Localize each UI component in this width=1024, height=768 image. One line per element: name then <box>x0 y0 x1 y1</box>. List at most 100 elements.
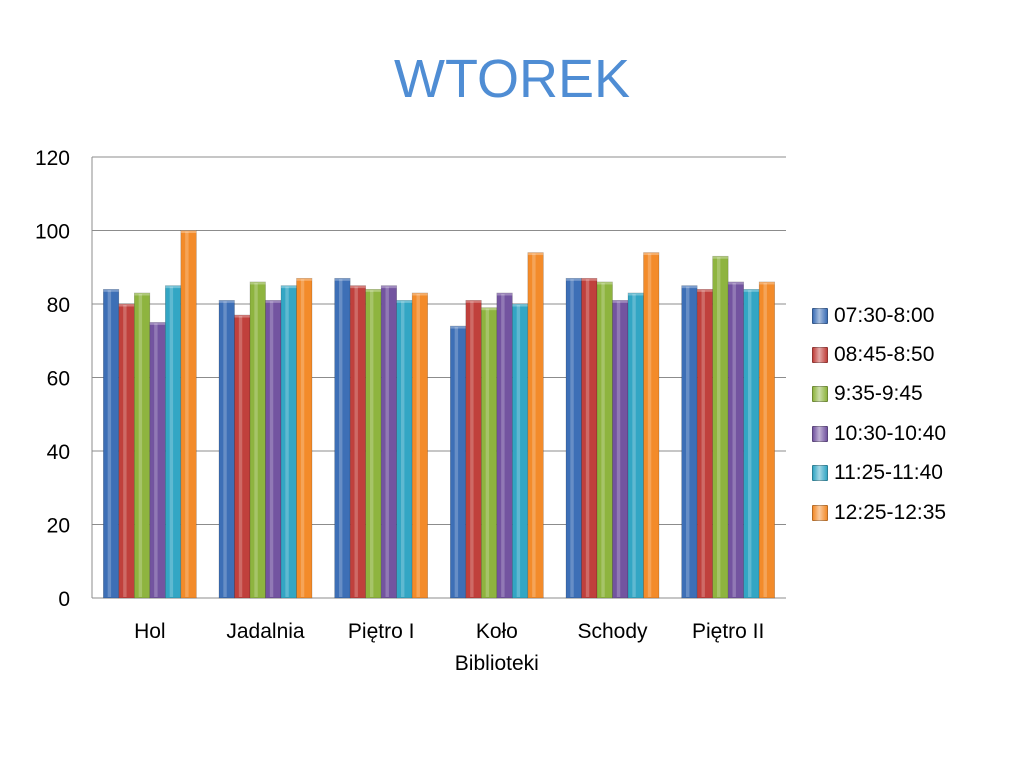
bar-highlight <box>254 282 258 597</box>
bar-cap <box>180 230 197 233</box>
bar <box>712 255 729 599</box>
legend-swatch <box>812 347 828 364</box>
bar-highlight <box>370 290 374 597</box>
grid-lines <box>91 156 786 599</box>
bar-highlight <box>169 286 174 597</box>
bar-highlight <box>686 286 690 597</box>
bar-highlight <box>701 290 705 597</box>
bar-cap <box>412 292 428 296</box>
bar <box>118 303 135 599</box>
bar-highlight <box>532 253 536 598</box>
bar-highlight <box>138 293 143 597</box>
bar-cap <box>281 285 297 289</box>
bar-highlight <box>385 286 389 597</box>
bar-highlight <box>632 293 636 597</box>
legend-swatch <box>812 386 828 403</box>
bar <box>496 292 513 599</box>
y-tick-label: 80 <box>47 294 70 317</box>
x-tick-label: Schody <box>577 620 648 643</box>
legend-swatch <box>812 425 828 442</box>
bar-cap <box>481 307 497 311</box>
bar-highlight <box>570 279 574 597</box>
bar-cap <box>743 289 760 292</box>
bar-highlight <box>123 305 127 597</box>
bar-highlight <box>470 301 474 597</box>
legend-label: 11:25-11:40 <box>834 461 943 485</box>
x-tick-label: Koło Biblioteki <box>455 620 539 675</box>
bar-highlight <box>269 301 274 597</box>
bar-highlight <box>601 282 605 597</box>
x-tick-label: Jadalnia <box>226 620 305 643</box>
bar-highlight <box>223 301 227 597</box>
bar <box>727 281 744 599</box>
bar-highlight <box>300 279 305 597</box>
bar-highlight <box>485 308 490 597</box>
bar-cap <box>334 278 351 281</box>
bar-highlight <box>339 279 343 597</box>
bars <box>103 230 775 599</box>
legend-label: 07:30-8:00 <box>834 303 935 327</box>
y-tick-label: 40 <box>47 441 70 464</box>
bar <box>743 288 760 599</box>
bar-cap <box>643 252 659 256</box>
bar-cap <box>365 289 382 292</box>
legend-label: 10:30-10:40 <box>834 421 947 445</box>
x-tick-label: Piętro II <box>692 620 764 643</box>
bar-cap <box>265 300 281 303</box>
bar-highlight <box>616 301 621 597</box>
bar-cap <box>219 300 235 303</box>
legend-label: 9:35-9:45 <box>834 382 923 406</box>
bar-cap <box>612 300 628 303</box>
y-tick-label: 100 <box>35 221 70 244</box>
bar-cap <box>728 281 744 285</box>
x-tick-label: Piętro I <box>348 620 415 643</box>
bar-highlight <box>717 257 721 597</box>
y-tick-label: 60 <box>47 368 70 391</box>
bar-highlight <box>516 305 521 597</box>
bar-highlight <box>185 231 189 597</box>
legend-swatch <box>812 307 828 324</box>
bar-highlight <box>763 282 767 597</box>
legend-item: 10:30-10:40 <box>812 414 946 453</box>
bar-highlight <box>285 286 289 597</box>
y-tick-label: 0 <box>58 588 70 611</box>
bar-cap <box>396 300 413 303</box>
bar-highlight <box>647 253 652 598</box>
legend: 07:30-8:00 08:45-8:50 9:35-9:45 10:30-10:40… <box>812 296 946 532</box>
legend-item: 08:45-8:50 <box>812 335 946 374</box>
bar-highlight <box>585 279 590 597</box>
bar-cap <box>296 278 312 281</box>
legend-item: 9:35-9:45 <box>812 375 946 414</box>
bar-cap <box>149 322 166 325</box>
legend-item: 12:25-12:35 <box>812 493 946 532</box>
bar-highlight <box>748 290 752 597</box>
bar-highlight <box>354 286 358 597</box>
y-axis-ticks: 0 20 40 60 80 100 120 <box>35 147 70 611</box>
bar-cap <box>103 289 119 292</box>
bar-cap <box>566 278 582 281</box>
bar <box>527 252 544 599</box>
bar-cap <box>681 285 698 289</box>
bar <box>296 277 313 599</box>
bar-highlight <box>454 327 459 597</box>
bar <box>696 288 713 599</box>
bar-cap <box>628 292 644 296</box>
legend-item: 07:30-8:00 <box>812 296 946 335</box>
bar-cap <box>234 315 250 318</box>
bar-cap <box>250 281 266 285</box>
bar-highlight <box>107 290 112 597</box>
bar <box>411 292 428 599</box>
legend-label: 08:45-8:50 <box>834 343 935 367</box>
bar-cap <box>381 285 397 289</box>
bar-highlight <box>501 293 505 597</box>
bar-highlight <box>238 316 243 597</box>
bar-cap <box>581 278 597 281</box>
bar-cap <box>759 281 775 285</box>
legend-swatch <box>812 465 828 482</box>
y-tick-label: 20 <box>47 515 70 538</box>
bar <box>643 252 660 599</box>
bar <box>681 285 698 599</box>
bar <box>758 281 775 599</box>
x-tick-label: Hol <box>134 620 166 643</box>
